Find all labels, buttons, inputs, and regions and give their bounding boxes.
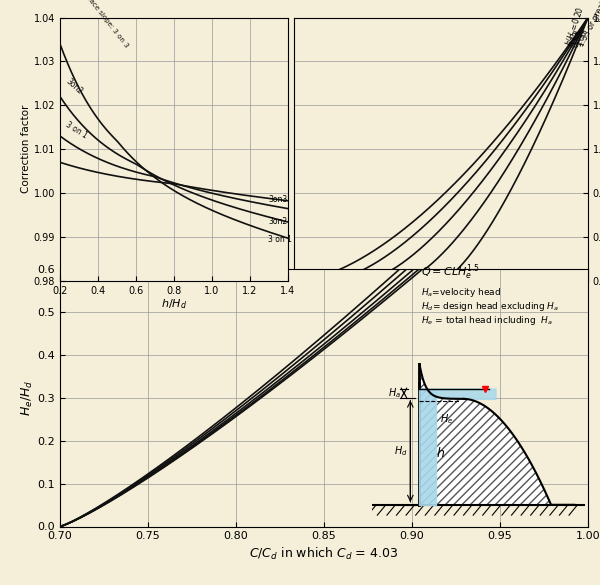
Text: $H_a$: $H_a$ [388,386,401,400]
Text: $H_d$: $H_d$ [394,444,407,458]
Text: 0.33: 0.33 [568,29,583,49]
Text: $H_a$=velocity head: $H_a$=velocity head [421,286,501,299]
Polygon shape [419,360,574,505]
Text: 1.33 or greater: 1.33 or greater [577,0,600,49]
Text: 0.67: 0.67 [571,29,586,49]
Text: 3 on 1: 3 on 1 [64,120,89,140]
X-axis label: $h/H_d$: $h/H_d$ [161,297,187,311]
Text: 3on2: 3on2 [268,217,287,226]
X-axis label: $C/C_d$ in which $C_d$ = 4.03: $C/C_d$ in which $C_d$ = 4.03 [250,546,398,562]
Text: 1.00: 1.00 [574,29,589,49]
Text: $Q = CLH_e^{1.5}$: $Q = CLH_e^{1.5}$ [421,262,480,282]
Text: $H_d$= design head excluding $H_a$: $H_d$= design head excluding $H_a$ [421,300,559,313]
Y-axis label: Correction factor: Correction factor [21,105,31,194]
Text: $H_e$ = total head including  $H_a$: $H_e$ = total head including $H_a$ [421,314,553,327]
Text: 3on2: 3on2 [64,77,84,97]
Y-axis label: $H_e/H_d$: $H_e/H_d$ [20,380,35,416]
Text: $h/H_d$=0.20: $h/H_d$=0.20 [563,5,588,49]
Text: $h$: $h$ [436,446,445,460]
Text: Upstream face slope: 3 on 3: Upstream face slope: 3 on 3 [64,0,129,49]
Text: 3 on 1: 3 on 1 [268,235,292,244]
Text: 3on3: 3on3 [268,195,287,204]
Text: $H_e$: $H_e$ [440,412,453,426]
